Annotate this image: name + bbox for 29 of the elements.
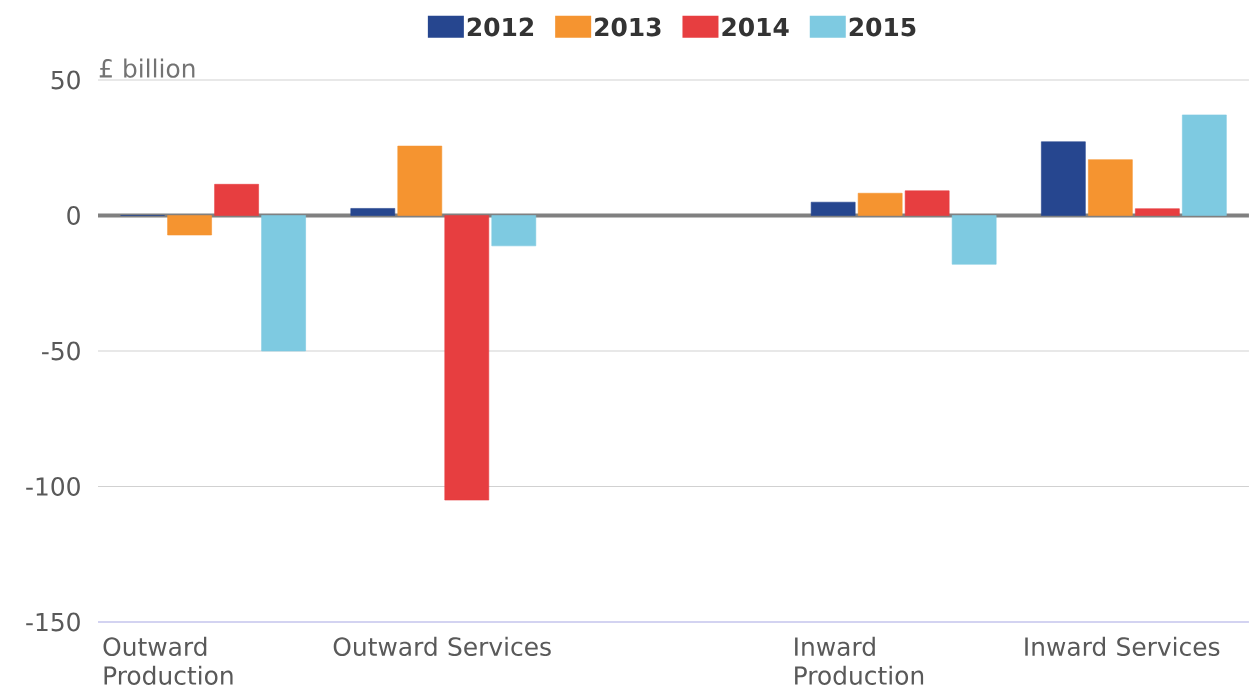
y-tick-label: -100 <box>26 477 80 496</box>
legend-label: 2012 <box>467 17 534 37</box>
legend-label: 2015 <box>849 17 916 37</box>
bar <box>397 145 443 216</box>
y-tick-label: 0 <box>67 206 80 225</box>
y-tick-label: 50 <box>51 70 80 90</box>
legend-label: 2014 <box>722 17 789 37</box>
x-tick-label: Inward Services <box>1025 636 1220 657</box>
bar <box>1088 159 1133 216</box>
bar <box>444 215 490 501</box>
bar <box>214 184 259 216</box>
bar <box>491 215 537 247</box>
y-axis-title: £ billion <box>99 58 195 78</box>
bar <box>857 192 903 216</box>
x-tick-label: Outward Production <box>103 636 233 685</box>
bar <box>1182 114 1227 216</box>
x-tick-label: Inward Production <box>795 636 924 685</box>
x-tick-label: Outward Services <box>333 636 551 657</box>
bar <box>1041 141 1086 216</box>
bar <box>350 208 396 216</box>
bar <box>810 201 856 216</box>
y-tick-label: -150 <box>26 612 80 632</box>
bar <box>167 215 212 236</box>
legend-label: 2013 <box>595 17 661 37</box>
bar <box>951 215 997 265</box>
bar <box>261 215 306 352</box>
y-tick-label: -50 <box>42 341 80 361</box>
bar <box>904 190 950 216</box>
bar <box>1135 208 1180 216</box>
